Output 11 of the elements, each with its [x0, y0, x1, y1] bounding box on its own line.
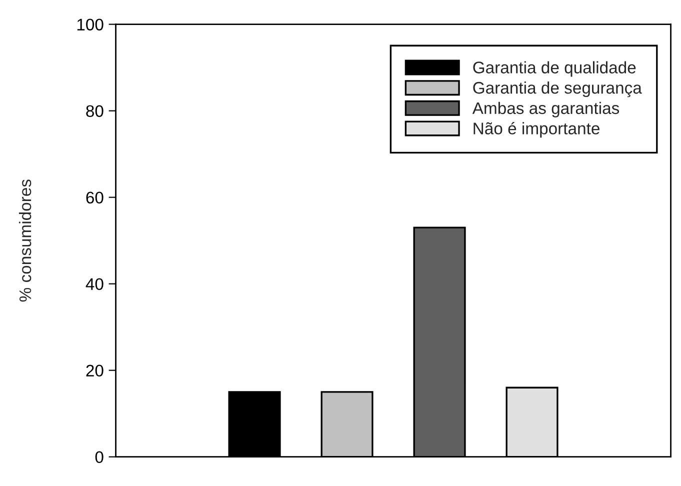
y-tick-label: 80 — [86, 105, 104, 118]
legend-label: Garantia de qualidade — [473, 61, 636, 77]
legend-label: Garantia de segurança — [473, 81, 642, 98]
y-axis-title: % consumidores — [18, 180, 32, 302]
y-tick-label: 20 — [86, 364, 104, 377]
y-tick-label: 60 — [86, 192, 104, 204]
y-tick-label: 40 — [86, 278, 104, 290]
y-tick-label: 100 — [77, 18, 104, 31]
legend-label: Ambas as garantias — [472, 102, 620, 118]
y-tick-label: 0 — [95, 451, 104, 464]
legend-label: Não é importante — [474, 122, 600, 138]
